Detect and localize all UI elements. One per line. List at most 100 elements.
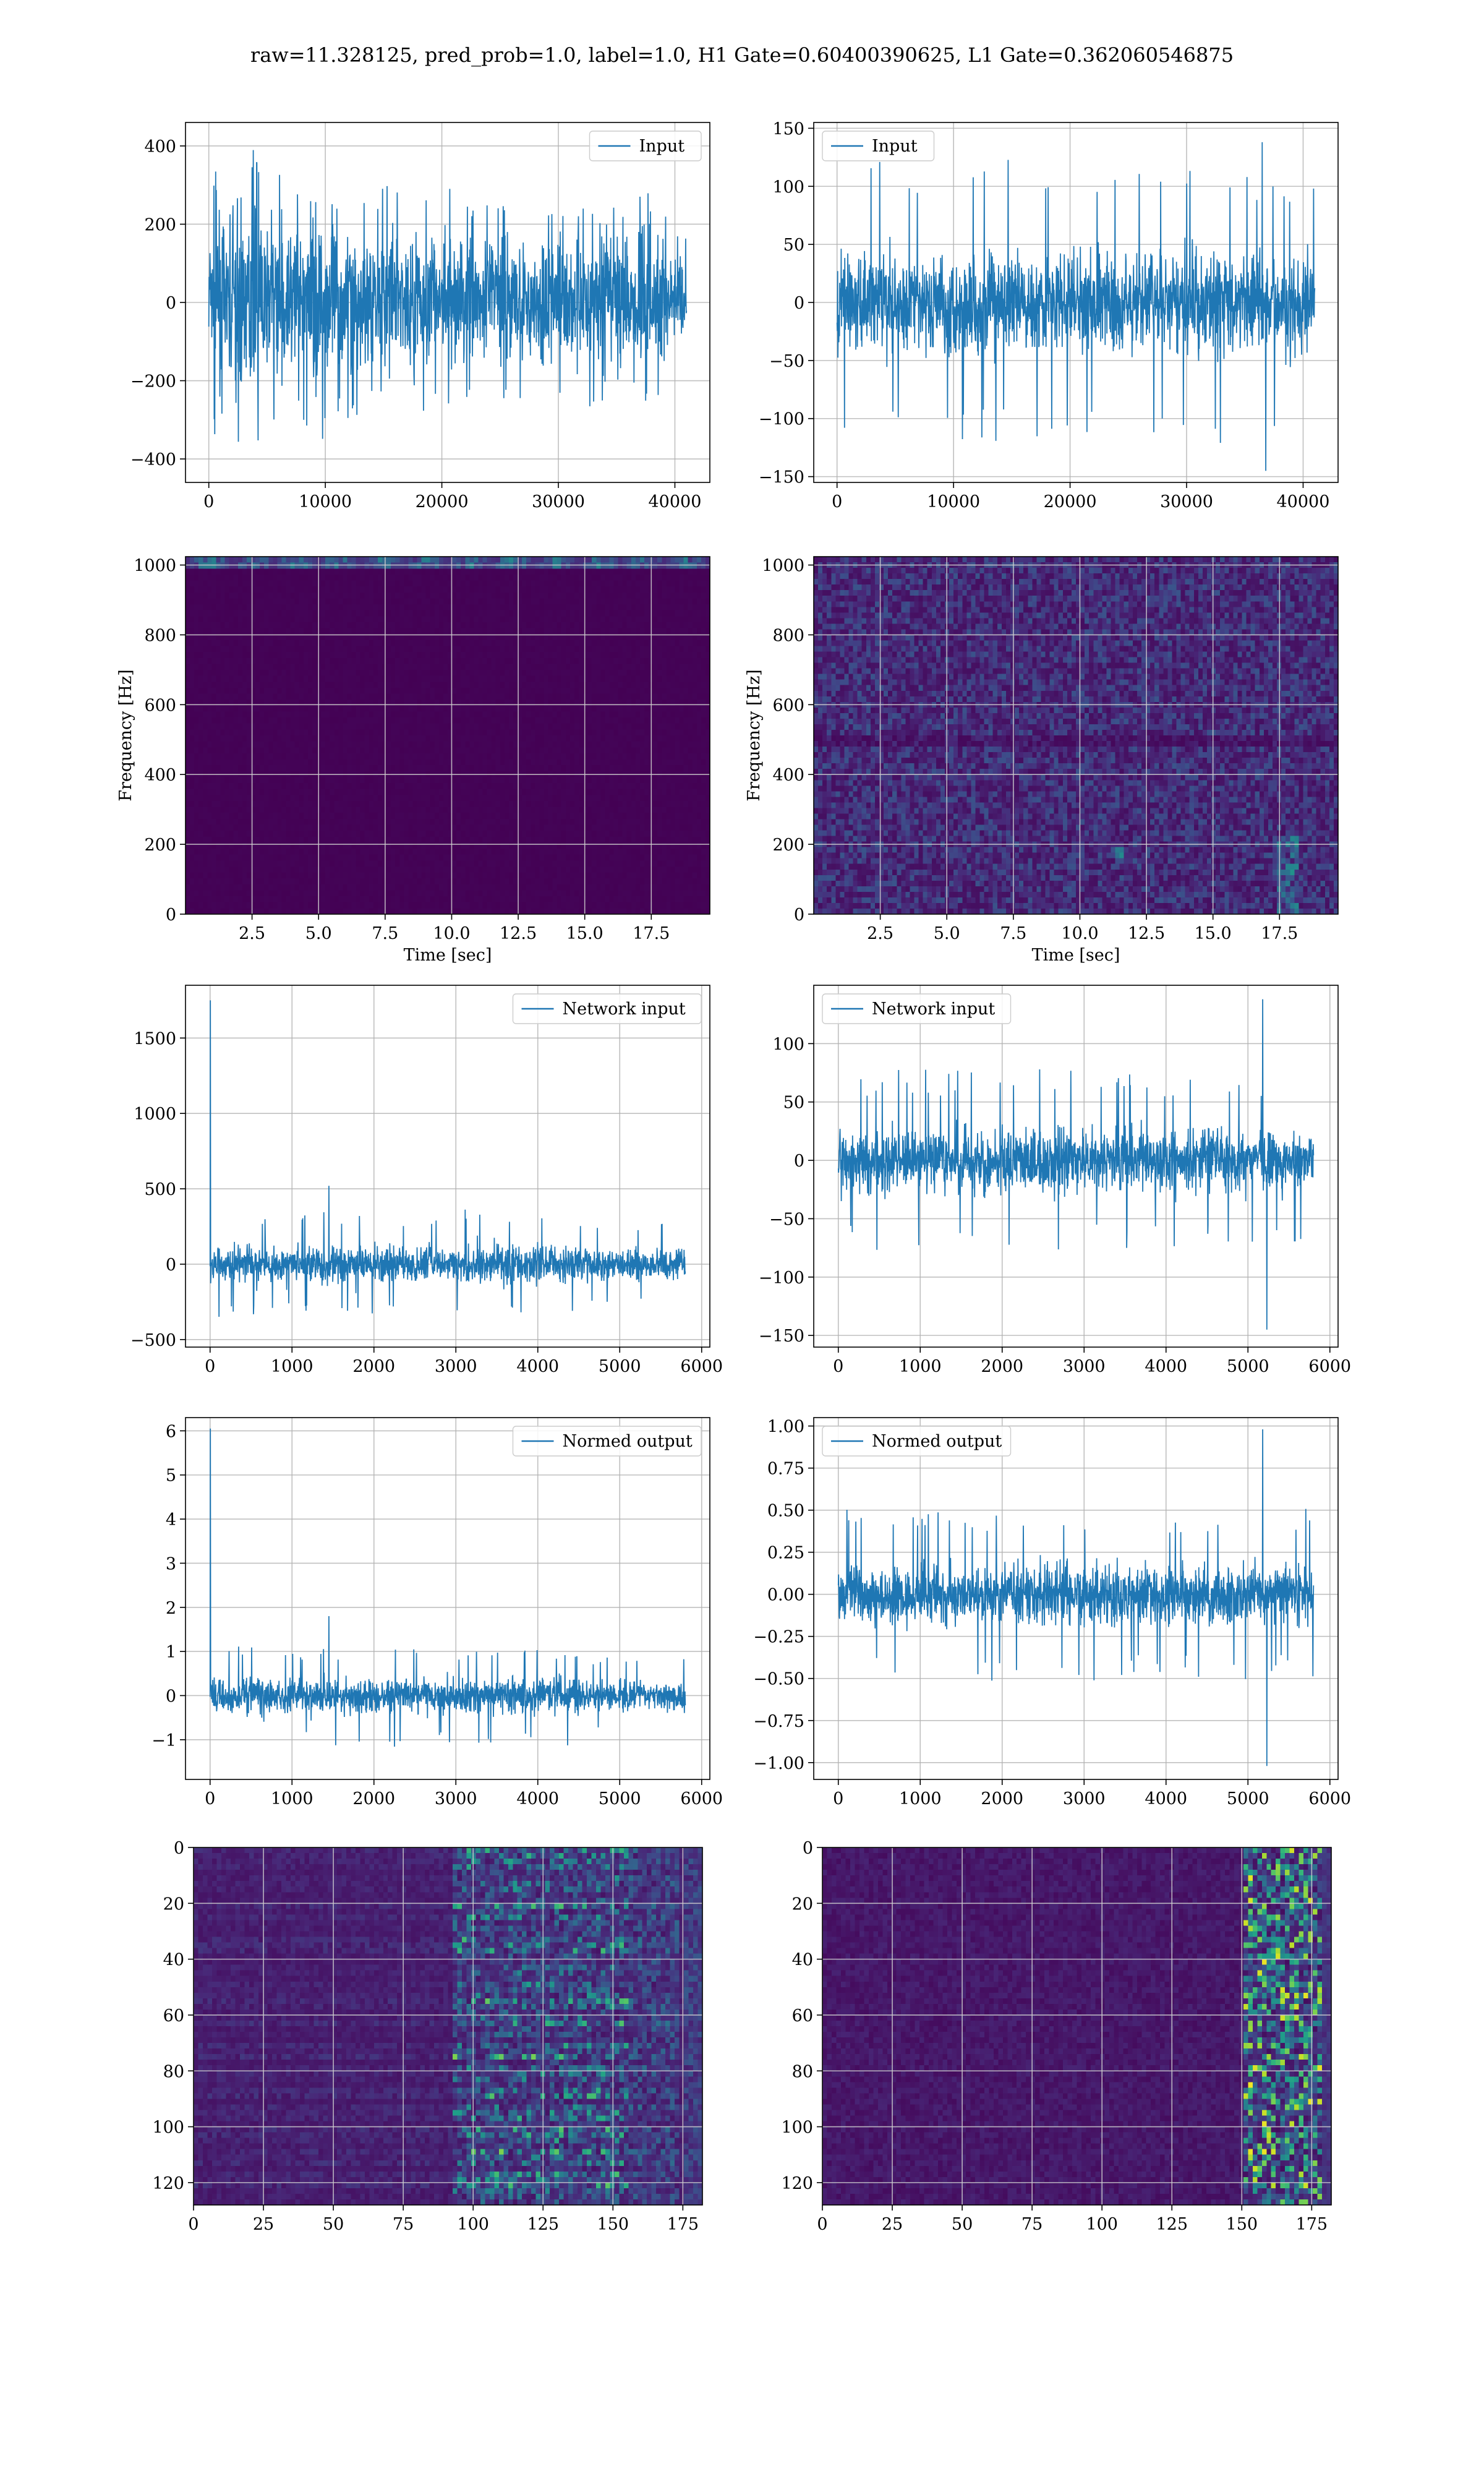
heatmap-cell — [544, 580, 549, 587]
heatmap-cell — [574, 616, 579, 623]
heatmap-cell — [268, 700, 273, 706]
heatmap-cell — [544, 705, 549, 713]
heatmap-cell — [356, 616, 361, 623]
heatmap-cell — [596, 622, 601, 629]
heatmap-cell — [438, 657, 444, 664]
heatmap-cell — [692, 682, 697, 688]
heatmap-cell — [399, 700, 404, 706]
heatmap-cell — [382, 700, 387, 706]
heatmap-cell — [491, 652, 497, 659]
heatmap-cell — [351, 753, 357, 760]
heatmap-cell — [220, 735, 226, 742]
heatmap-cell — [474, 598, 479, 605]
heatmap-cell — [613, 657, 619, 664]
heatmap-cell — [482, 705, 488, 713]
heatmap-cell — [395, 664, 400, 670]
heatmap-cell — [587, 675, 592, 682]
heatmap-cell — [662, 604, 667, 611]
heatmap-cell — [312, 711, 317, 718]
heatmap-cell — [307, 634, 313, 641]
heatmap-cell — [360, 652, 365, 659]
heatmap-cell — [321, 682, 326, 688]
heatmap-cell — [255, 568, 260, 575]
heatmap-cell — [312, 729, 317, 736]
heatmap-cell — [281, 741, 287, 748]
heatmap-cell — [194, 598, 199, 605]
heatmap-cell — [526, 670, 531, 677]
heatmap-cell — [290, 628, 296, 635]
heatmap-cell — [495, 789, 501, 795]
heatmap-cell — [286, 640, 291, 647]
heatmap-cell — [273, 682, 278, 688]
heatmap-cell — [657, 657, 662, 664]
heatmap-cell — [522, 682, 527, 688]
heatmap-cell — [382, 628, 387, 635]
heatmap-cell — [561, 652, 566, 659]
heatmap-cell — [360, 574, 365, 581]
x-tick-label: 40000 — [649, 492, 702, 511]
heatmap-cell — [246, 682, 252, 688]
heatmap-cell — [255, 777, 260, 784]
heatmap-cell — [448, 705, 453, 713]
heatmap-cell — [242, 657, 247, 664]
heatmap-cell — [574, 777, 579, 784]
heatmap-cell — [246, 598, 252, 605]
heatmap-cell — [421, 610, 427, 617]
heatmap-cell — [207, 610, 212, 617]
heatmap-cell — [696, 628, 702, 635]
heatmap-cell — [662, 670, 667, 677]
heatmap-cell — [456, 574, 461, 581]
heatmap-cell — [347, 574, 352, 581]
heatmap-cell — [233, 646, 239, 653]
heatmap-cell — [321, 747, 326, 754]
heatmap-cell — [307, 592, 313, 599]
heatmap-cell — [526, 705, 531, 713]
heatmap-cell — [569, 664, 575, 670]
heatmap-cell — [635, 723, 641, 730]
heatmap-cell — [360, 675, 365, 682]
heatmap-cell — [544, 616, 549, 623]
heatmap-cell — [443, 628, 448, 635]
heatmap-cell — [696, 657, 702, 664]
heatmap-cell — [491, 562, 497, 569]
heatmap-cell — [605, 652, 610, 659]
heatmap-cell — [351, 777, 357, 784]
heatmap-cell — [251, 586, 256, 593]
heatmap-cell — [635, 652, 641, 659]
heatmap-cell — [373, 789, 378, 795]
heatmap-cell — [675, 634, 680, 641]
heatmap-cell — [683, 598, 689, 605]
heatmap-cell — [425, 622, 431, 629]
heatmap-cell — [281, 765, 287, 772]
heatmap-cell — [207, 598, 212, 605]
heatmap-cell — [491, 610, 497, 617]
heatmap-cell — [190, 664, 195, 670]
heatmap-cell — [639, 622, 645, 629]
heatmap-cell — [434, 634, 440, 641]
heatmap-cell — [692, 622, 697, 629]
heatmap-cell — [399, 717, 404, 724]
heatmap-cell — [399, 682, 404, 688]
heatmap-cell — [474, 610, 479, 617]
heatmap-cell — [535, 622, 540, 629]
heatmap-cell — [465, 604, 470, 611]
heatmap-cell — [635, 759, 641, 766]
heatmap-cell — [696, 783, 702, 790]
heatmap-cell — [220, 693, 226, 700]
heatmap-cell — [692, 640, 697, 647]
heatmap-cell — [504, 640, 510, 647]
heatmap-cell — [404, 634, 409, 641]
heatmap-cell — [382, 634, 387, 641]
heatmap-cell — [237, 622, 243, 629]
heatmap-cell — [609, 717, 615, 724]
heatmap-cell — [351, 711, 357, 718]
heatmap-cell — [701, 687, 706, 695]
heatmap-cell — [675, 777, 680, 784]
heatmap-cell — [299, 705, 304, 713]
heatmap-cell — [469, 783, 474, 790]
heatmap-cell — [600, 652, 605, 659]
heatmap-cell — [579, 574, 584, 581]
heatmap-cell — [644, 646, 649, 653]
heatmap-cell — [321, 610, 326, 617]
heatmap-cell — [377, 705, 383, 713]
